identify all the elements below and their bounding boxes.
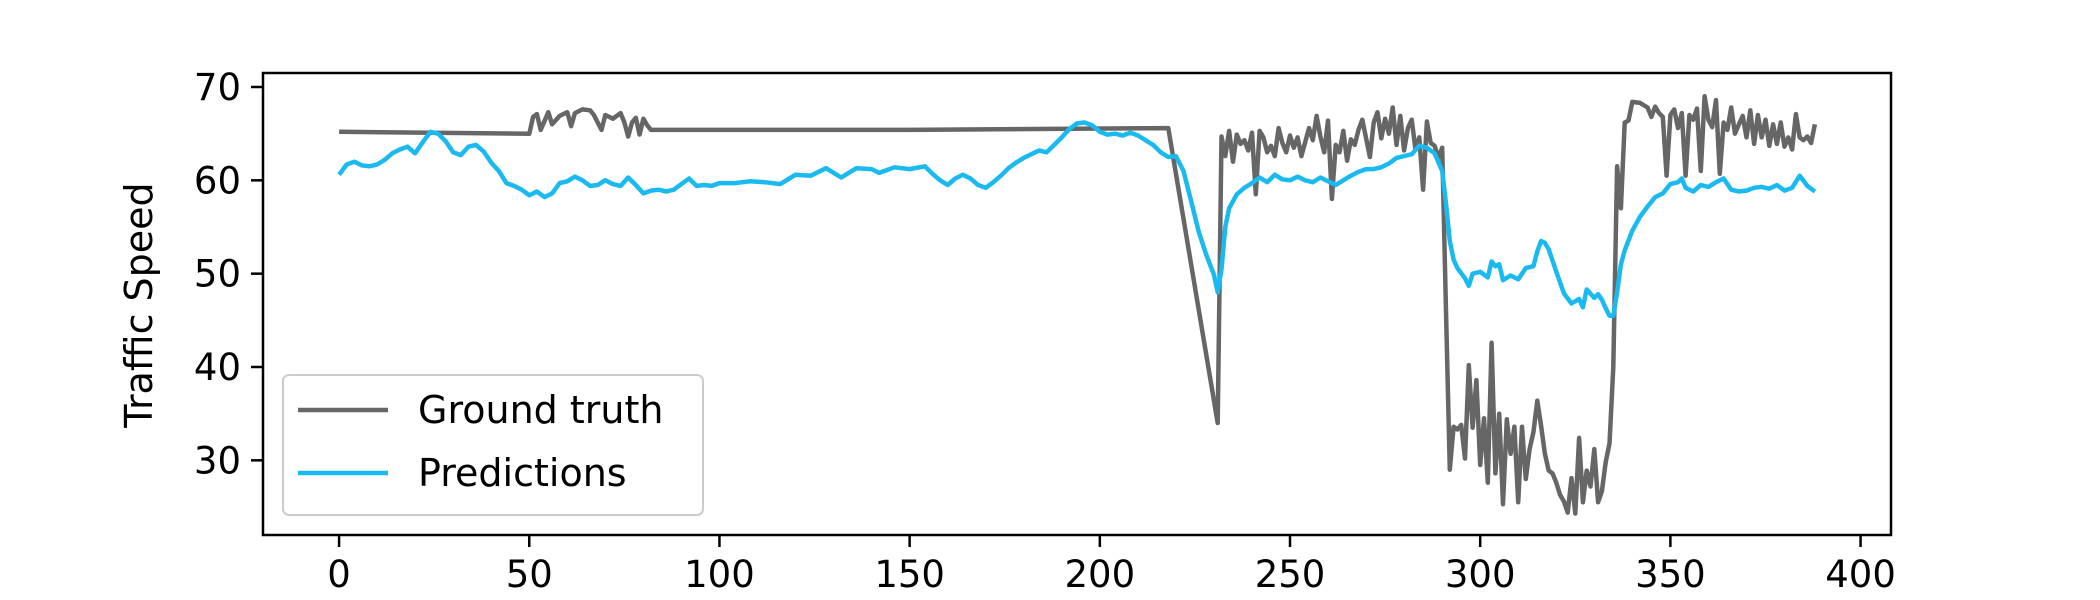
legend-label: Ground truth [418,388,663,432]
y-axis: 30 40 50 60 70 [194,66,263,482]
series-line-ground-truth [339,94,1818,516]
x-tick-label: 400 [1825,553,1896,596]
y-tick-label: 70 [194,66,241,109]
x-tick-label: 200 [1065,553,1136,596]
y-tick-label: 40 [194,346,241,389]
x-tick-label: 150 [874,553,945,596]
plot-lines [337,94,1818,516]
legend: Ground truth Predictions [282,374,704,516]
x-tick-label: 350 [1635,553,1706,596]
y-tick-label: 50 [194,253,241,296]
x-tick-label: 50 [506,553,553,596]
x-tick-label: 300 [1445,553,1516,596]
x-tick-label: 0 [327,553,351,596]
x-tick-label: 100 [684,553,755,596]
y-tick-label: 60 [194,159,241,202]
legend-label: Predictions [418,451,627,495]
x-tick-label: 250 [1255,553,1326,596]
plot-frame [261,71,1893,537]
y-tick-label: 30 [194,439,241,482]
series-line-predictions [337,120,1817,318]
y-axis-label: Traffic Speed [117,182,161,428]
x-axis: 0 50 100 150 200 250 300 350 400 [327,535,1896,596]
